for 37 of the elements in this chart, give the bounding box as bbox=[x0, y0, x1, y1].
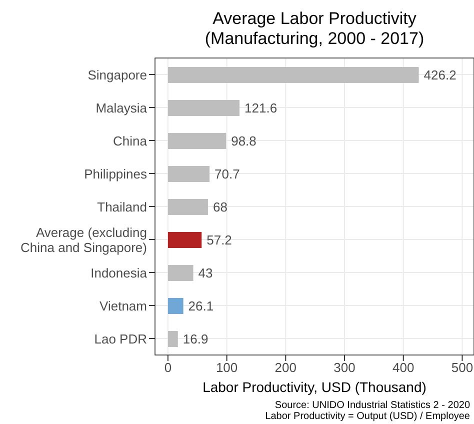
x-tick-label: 100 bbox=[216, 360, 238, 376]
source-note: Source: UNIDO Industrial Statistics 2 - 2020 bbox=[274, 400, 470, 411]
data-label: 26.1 bbox=[188, 298, 214, 314]
y-tick-label: Average (excluding China and Singapore) bbox=[20, 224, 147, 254]
data-label: 57.2 bbox=[206, 232, 232, 248]
data-label: 70.7 bbox=[214, 166, 240, 182]
bar bbox=[168, 232, 202, 248]
bar bbox=[168, 133, 226, 149]
y-tick-label: Vietnam bbox=[100, 298, 147, 313]
data-label: 121.6 bbox=[244, 100, 278, 116]
y-tick-label: Philippines bbox=[84, 166, 148, 181]
y-tick-label: Thailand bbox=[97, 199, 147, 214]
text: Labor Productivity = Output (USD) / Employee bbox=[265, 411, 470, 422]
chart-title: Average Labor Productivity (Manufacturing, 2000 - 2017) bbox=[204, 9, 424, 48]
bar bbox=[168, 331, 178, 347]
bar bbox=[168, 67, 419, 83]
bar bbox=[168, 100, 240, 116]
x-tick-label: 500 bbox=[451, 360, 474, 376]
y-tick-label: Indonesia bbox=[90, 265, 148, 280]
x-tick-label: 400 bbox=[392, 360, 414, 376]
data-label: 68 bbox=[212, 200, 228, 215]
bar bbox=[168, 265, 194, 281]
y-tick-label: Malaysia bbox=[96, 100, 148, 115]
bar bbox=[168, 298, 184, 314]
x-axis-title: Labor Productivity, USD (Thousand) bbox=[202, 379, 426, 395]
data-label: 98.8 bbox=[231, 134, 256, 149]
y-tick-label: China bbox=[113, 133, 148, 148]
data-label: 43 bbox=[198, 266, 213, 281]
x-tick-label: 300 bbox=[334, 360, 356, 376]
y-tick-label: Lao PDR bbox=[94, 331, 147, 346]
data-label: 16.9 bbox=[182, 332, 208, 347]
bar bbox=[168, 166, 210, 182]
y-tick-label: Singapore bbox=[88, 67, 147, 82]
x-tick-label: 0 bbox=[164, 360, 172, 376]
data-label: 426.2 bbox=[424, 68, 456, 83]
x-tick-label: 200 bbox=[274, 360, 297, 376]
bar bbox=[168, 199, 208, 215]
